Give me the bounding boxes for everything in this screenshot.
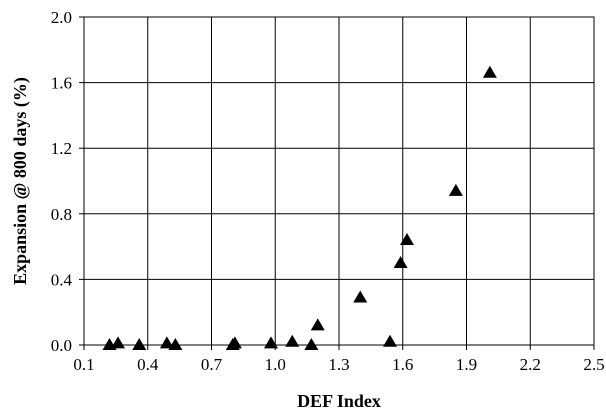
y-tick-label: 0.0 — [51, 336, 72, 355]
y-axis-title: Expansion @ 800 days (%) — [10, 77, 31, 285]
y-tick-labels: 0.0 0.4 0.8 1.2 1.6 2.0 — [51, 8, 73, 355]
x-tick-label: 0.1 — [73, 355, 94, 374]
data-point-triangle — [353, 290, 367, 302]
x-tick-label: 1.6 — [392, 355, 413, 374]
x-tick-label: 2.5 — [583, 355, 604, 374]
data-point-triangle — [400, 233, 414, 245]
data-point-triangle — [449, 184, 463, 196]
grid-lines — [79, 17, 594, 350]
data-point-triangle — [264, 336, 278, 348]
data-point-triangle — [311, 318, 325, 330]
data-points — [103, 66, 497, 350]
x-tick-label: 0.7 — [201, 355, 223, 374]
data-point-triangle — [228, 336, 242, 348]
y-tick-label: 0.8 — [51, 205, 72, 224]
y-tick-label: 2.0 — [51, 8, 72, 27]
data-point-triangle — [111, 336, 125, 348]
x-tick-label: 0.4 — [137, 355, 159, 374]
x-axis-title: DEF Index — [297, 391, 381, 411]
y-tick-label: 1.6 — [51, 74, 72, 93]
x-tick-label: 1.0 — [265, 355, 286, 374]
data-point-triangle — [483, 66, 497, 78]
data-point-triangle — [383, 335, 397, 347]
y-tick-label: 1.2 — [51, 139, 72, 158]
x-tick-label: 2.2 — [520, 355, 541, 374]
data-point-triangle — [285, 335, 299, 347]
y-tick-label: 0.4 — [51, 270, 73, 289]
x-tick-label: 1.9 — [456, 355, 477, 374]
x-tick-labels: 0.1 0.4 0.7 1.0 1.3 1.6 1.9 2.2 2.5 — [73, 355, 604, 374]
x-tick-label: 1.3 — [328, 355, 349, 374]
data-point-triangle — [304, 338, 318, 350]
data-point-triangle — [394, 256, 408, 268]
data-point-triangle — [132, 338, 146, 350]
